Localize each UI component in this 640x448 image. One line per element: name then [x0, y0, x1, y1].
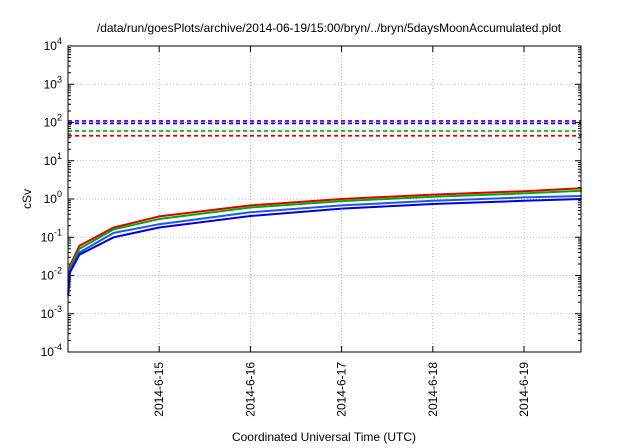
- y-tick-label: 10-3: [41, 304, 62, 321]
- y-tick-label: 104: [44, 36, 62, 53]
- x-axis-label: Coordinated Universal Time (UTC): [232, 430, 416, 444]
- y-tick-label: 100: [44, 189, 62, 206]
- y-tick-label: 103: [44, 74, 62, 91]
- y-tick-label: 10-2: [41, 266, 62, 283]
- x-tick-label: 2014-6-19: [517, 362, 531, 417]
- x-tick-label: 2014-6-16: [243, 362, 257, 417]
- y-tick-label: 10-1: [41, 227, 62, 244]
- y-tick-label: 102: [44, 113, 62, 130]
- x-tick-label: 2014-6-18: [426, 362, 440, 417]
- chart-title: /data/run/goesPlots/archive/2014-06-19/1…: [97, 21, 562, 35]
- plot-frame: [67, 45, 582, 353]
- y-tick-label: 101: [44, 151, 62, 168]
- threshold-lines: [68, 120, 581, 137]
- x-tick-label: 2014-6-17: [335, 362, 349, 417]
- series-line: [67, 195, 582, 296]
- y-tick-label: 10-4: [41, 342, 62, 359]
- x-tick-label: 2014-6-15: [152, 362, 166, 417]
- series-line: [67, 198, 582, 297]
- series-line: [67, 187, 582, 292]
- y-axis-label: cSv: [20, 189, 34, 209]
- series-line: [67, 189, 582, 294]
- data-series: [67, 187, 582, 297]
